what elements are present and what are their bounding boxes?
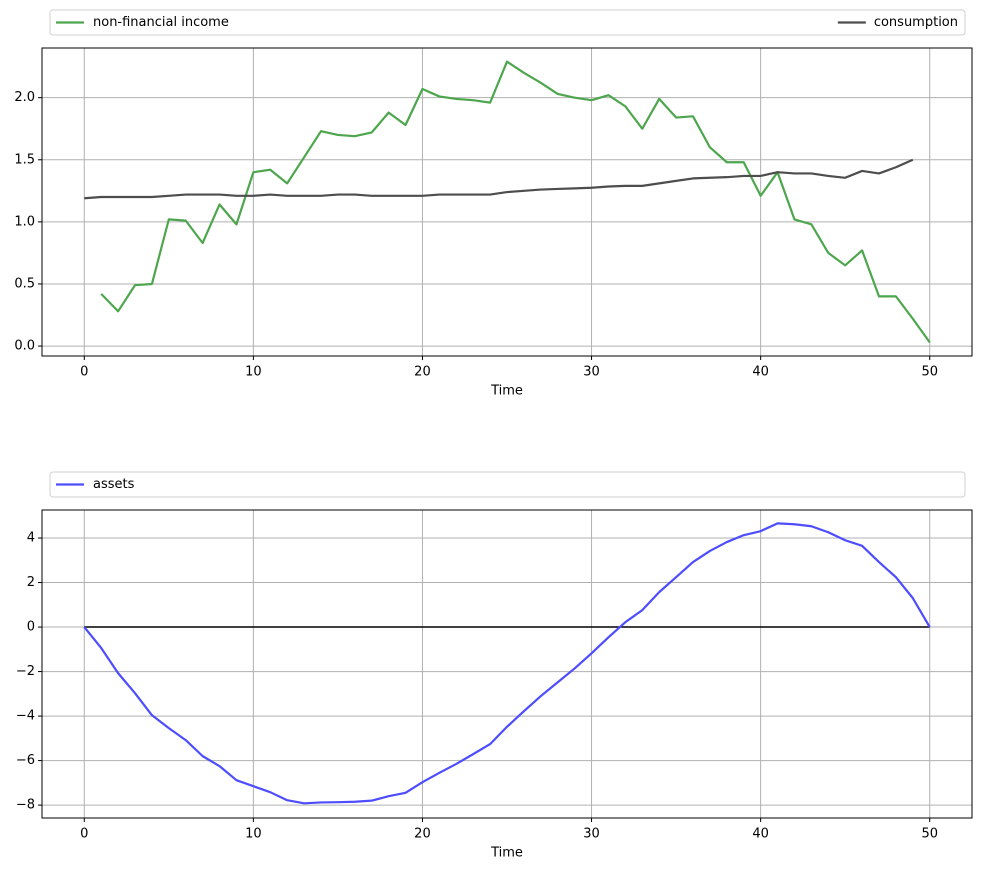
y-tick-label: 4 [27,531,35,546]
series-line [100,60,931,343]
x-tick-label: 0 [80,827,88,842]
legend-box [49,471,966,498]
y-tick-label: 2.0 [14,90,35,105]
x-axis-label: Time [490,846,523,861]
y-tick-label: 1.5 [14,152,35,167]
y-tick-label: −4 [16,709,35,724]
y-tick-label: −8 [16,798,35,813]
x-tick-label: 50 [921,365,938,380]
x-tick-label: 30 [583,365,600,380]
x-tick-label: 40 [752,827,769,842]
x-tick-label: 30 [583,827,600,842]
y-tick-label: 0.5 [14,276,35,291]
x-axis-label: Time [490,384,523,399]
y-tick-label: 2 [27,575,35,590]
legend-label: consumption [874,15,958,30]
x-tick-label: 20 [414,365,431,380]
axes-frame [41,47,973,357]
x-tick-label: 10 [245,827,262,842]
series-line [84,158,914,200]
x-tick-label: 50 [921,827,938,842]
legend-box [49,9,966,36]
y-tick-label: −2 [16,664,35,679]
x-tick-label: 0 [80,365,88,380]
y-tick-label: −6 [16,753,35,768]
x-tick-label: 40 [752,365,769,380]
series-line [83,522,931,805]
y-tick-label: 0 [27,620,35,635]
y-tick-label: 0.0 [14,339,35,354]
legend-label: assets [93,477,135,492]
x-tick-label: 20 [414,827,431,842]
legend-label: non-financial income [93,15,229,30]
x-tick-label: 10 [245,365,262,380]
y-tick-label: 1.0 [14,214,35,229]
axes-frame [41,509,973,819]
